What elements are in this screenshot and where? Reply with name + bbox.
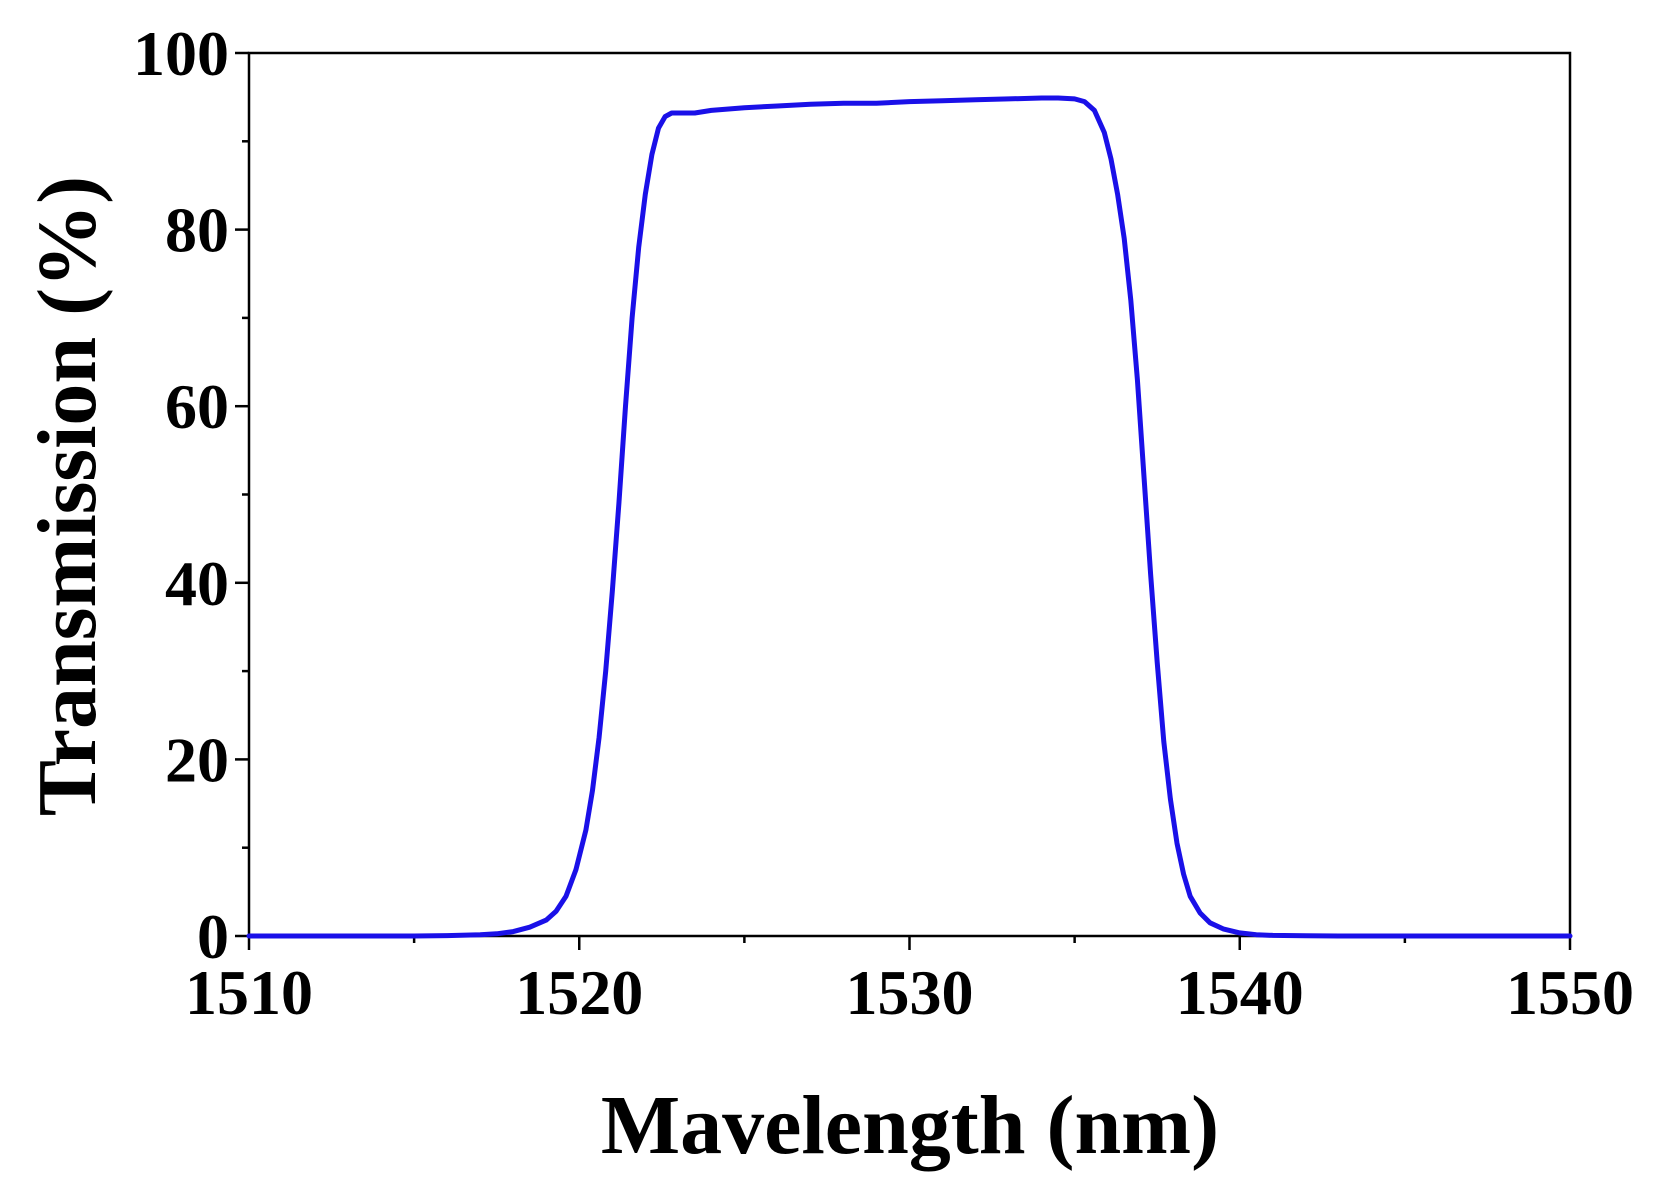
x-tick-label: 1540 [1176, 957, 1304, 1028]
y-tick-label: 100 [133, 18, 229, 89]
y-tick-label: 60 [165, 371, 229, 442]
x-tick-label: 1510 [185, 957, 313, 1028]
plot-area: 1510 1520 1530 1540 1550 0 20 40 60 80 100 [133, 18, 1634, 1028]
y-tick-label: 20 [165, 724, 229, 795]
x-tick-label: 1550 [1506, 957, 1634, 1028]
y-tick-label: 40 [165, 548, 229, 619]
x-axis-title: Mavelength (nm) [601, 1079, 1219, 1172]
plot-frame [247, 51, 1572, 938]
transmission-series-line [246, 95, 1573, 939]
x-tick-label: 1530 [846, 957, 974, 1028]
y-axis-title: Transmission (%) [21, 176, 114, 816]
y-tick-label: 0 [197, 901, 229, 972]
y-tick-label: 80 [165, 195, 229, 266]
x-tick-label: 1520 [515, 957, 643, 1028]
